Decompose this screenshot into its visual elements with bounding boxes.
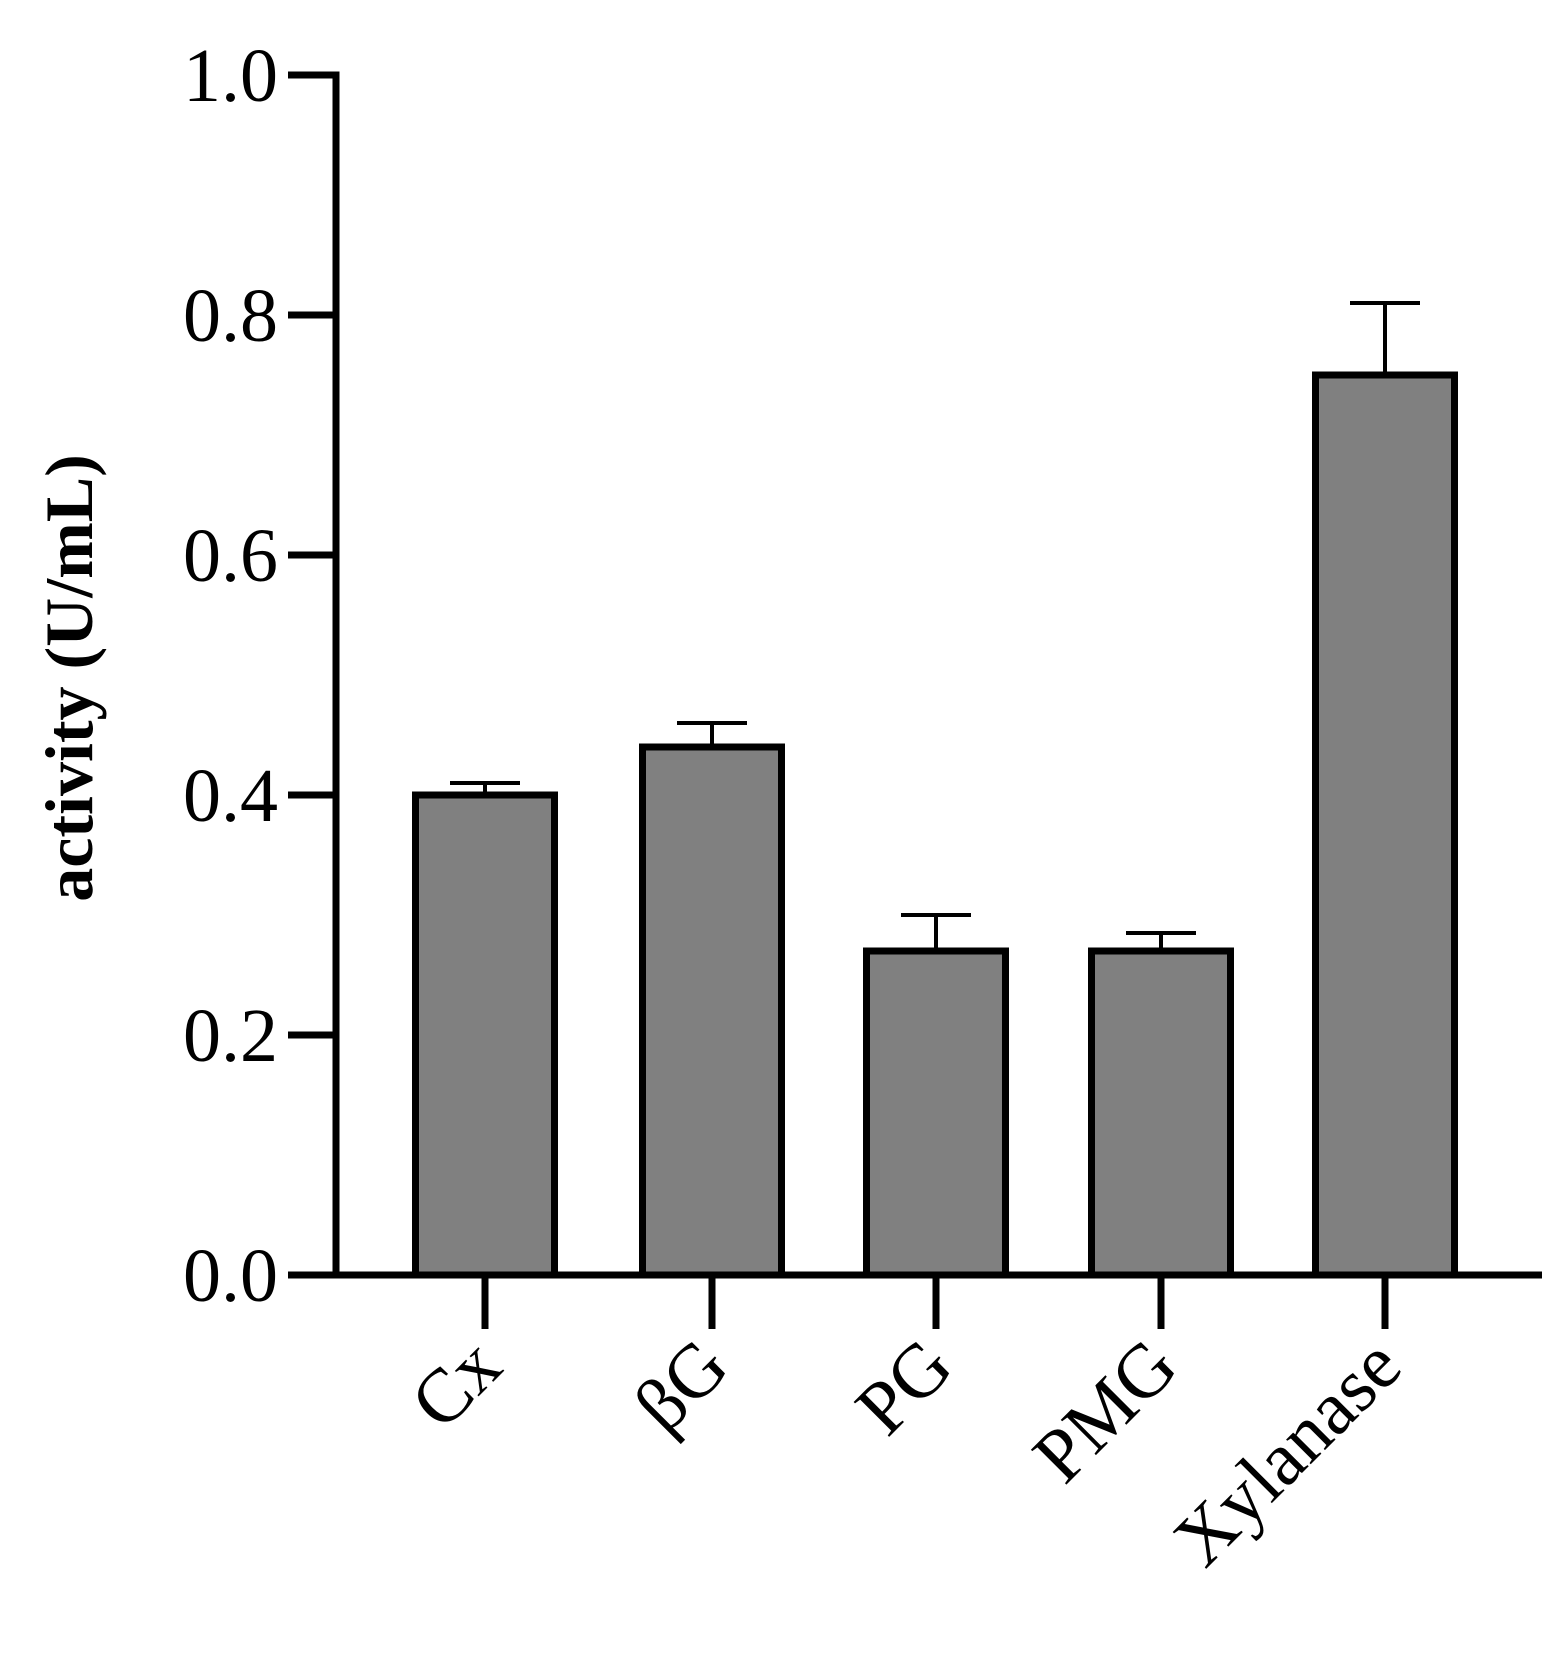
y-tick-label: 0.0	[183, 1234, 278, 1318]
y-tick-label: 0.8	[183, 274, 278, 358]
bar	[412, 791, 558, 1279]
x-tick-label: Cx	[395, 1323, 517, 1445]
bar	[863, 947, 1009, 1279]
bar	[639, 743, 785, 1279]
y-axis-label: activity (U/mL)	[31, 454, 107, 902]
x-tick-label: PG	[840, 1323, 968, 1451]
y-tick-label: 0.4	[183, 754, 278, 838]
x-tick-label: Xylanase	[1158, 1323, 1417, 1582]
x-tick-label: βG	[618, 1323, 744, 1449]
y-tick-label: 0.6	[183, 514, 278, 598]
y-tick-label: 0.2	[183, 994, 278, 1078]
x-tick-label: PMG	[1017, 1323, 1193, 1499]
bar	[1088, 947, 1234, 1279]
bar	[1312, 371, 1458, 1279]
y-tick-label: 1.0	[183, 34, 278, 118]
